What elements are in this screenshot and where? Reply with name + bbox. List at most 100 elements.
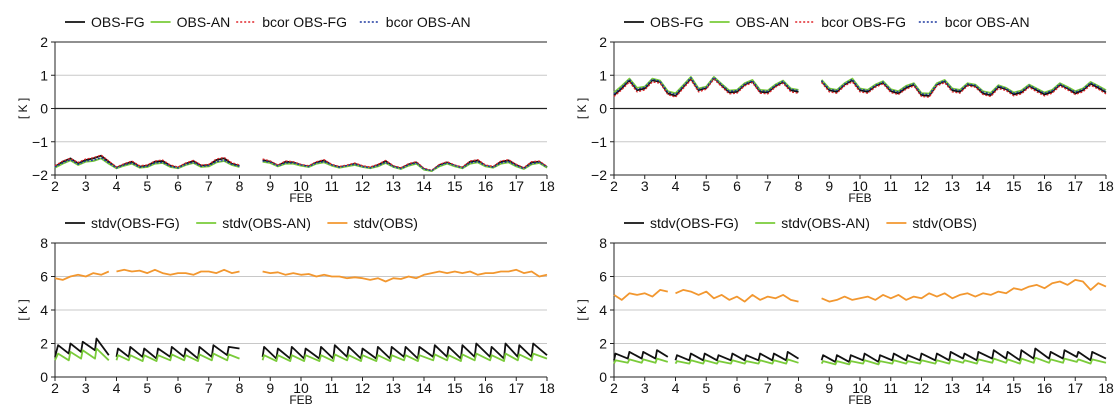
- x-tick-label: 18: [1098, 178, 1114, 194]
- x-tick-label: 3: [641, 380, 649, 396]
- x-tick-label: 13: [385, 178, 401, 194]
- legend-label-stdv-obs-an: stdv(OBS-AN): [781, 215, 870, 231]
- y-tick-label: −2: [32, 167, 48, 183]
- series-line-stdv-obs: [613, 288, 668, 301]
- x-tick-label: 8: [795, 178, 803, 194]
- legend-label-obs-an: OBS-AN: [736, 14, 790, 30]
- y-tick-label: 2: [599, 336, 607, 352]
- y-tick-label: 1: [599, 67, 607, 83]
- x-tick-label: 7: [764, 178, 772, 194]
- legend-label-stdv-obs-fg: stdv(OBS-FG): [91, 215, 180, 231]
- legend-label-bcor-obs-an: bcor OBS-AN: [386, 14, 471, 30]
- y-axis-label: [ K ]: [16, 299, 30, 320]
- series-line-stdv-obs-an: [613, 357, 669, 364]
- x-axis-label: FEB: [848, 393, 871, 407]
- x-tick-label: 16: [1037, 178, 1053, 194]
- x-axis-label: FEB: [848, 191, 871, 205]
- x-tick-label: 8: [236, 380, 244, 396]
- x-tick-label: 6: [174, 380, 182, 396]
- series-line-stdv-obs-fg: [54, 337, 110, 358]
- x-tick-label: 8: [795, 380, 803, 396]
- x-tick-label: 7: [205, 178, 213, 194]
- x-tick-label: 10: [293, 380, 309, 396]
- legend-label-obs-an: OBS-AN: [177, 14, 231, 30]
- x-tick-label: 18: [539, 178, 555, 194]
- x-tick-label: 10: [852, 380, 868, 396]
- series-line-stdv-obs-fg: [613, 349, 669, 361]
- y-tick-label: −2: [591, 167, 607, 183]
- x-tick-label: 6: [733, 380, 741, 396]
- x-tick-label: 15: [1006, 178, 1022, 194]
- y-axis-label: [ K ]: [575, 98, 589, 119]
- y-tick-label: 2: [40, 34, 48, 50]
- legend-label-bcor-obs-fg: bcor OBS-FG: [262, 14, 347, 30]
- legend-label-stdv-obs: stdv(OBS): [353, 215, 418, 231]
- legend-label-stdv-obs-fg: stdv(OBS-FG): [650, 215, 739, 231]
- x-tick-label: 13: [944, 178, 960, 194]
- x-tick-label: 11: [324, 380, 339, 396]
- y-tick-label: 2: [599, 34, 607, 50]
- series-line-stdv-obs-fg: [674, 350, 799, 362]
- series-line-bcor-obs-fg: [262, 158, 548, 171]
- x-tick-label: 8: [236, 178, 244, 194]
- x-tick-label: 14: [416, 178, 432, 194]
- y-tick-label: 6: [599, 269, 607, 285]
- x-tick-label: 10: [852, 178, 868, 194]
- x-tick-label: 6: [733, 178, 741, 194]
- x-tick-label: 4: [672, 178, 680, 194]
- series-line-obs-fg: [613, 77, 799, 97]
- x-tick-label: 7: [205, 380, 213, 396]
- x-tick-label: 13: [385, 380, 401, 396]
- x-tick-label: 3: [82, 380, 90, 396]
- x-tick-label: 11: [883, 178, 898, 194]
- x-tick-label: 4: [113, 178, 121, 194]
- x-tick-label: 16: [1037, 380, 1053, 396]
- x-tick-label: 17: [1067, 178, 1083, 194]
- y-tick-label: 6: [40, 269, 48, 285]
- x-tick-label: 2: [610, 380, 618, 396]
- series-line-stdv-obs-fg: [820, 347, 1107, 363]
- x-tick-label: 14: [975, 380, 991, 396]
- series-line-bcor-obs-an: [613, 76, 799, 96]
- x-tick-label: 9: [266, 178, 274, 194]
- legend-label-bcor-obs-fg: bcor OBS-FG: [821, 14, 906, 30]
- x-tick-label: 17: [508, 380, 524, 396]
- x-tick-label: 5: [143, 380, 151, 396]
- x-tick-label: 18: [1098, 380, 1114, 396]
- series-line-stdv-obs-fg: [115, 344, 240, 360]
- x-tick-label: 14: [416, 380, 432, 396]
- x-tick-label: 2: [610, 178, 618, 194]
- legend-label-stdv-obs-an: stdv(OBS-AN): [222, 215, 311, 231]
- y-tick-label: 2: [40, 336, 48, 352]
- legend-label-bcor-obs-an: bcor OBS-AN: [945, 14, 1030, 30]
- series-line-stdv-obs: [54, 270, 110, 281]
- series-line-obs-fg: [820, 79, 1107, 97]
- series-line-stdv-obs-an: [261, 352, 548, 363]
- x-tick-label: 18: [539, 380, 555, 396]
- series-line-stdv-obs-fg: [261, 342, 548, 360]
- series-line-bcor-obs-fg: [613, 78, 799, 98]
- x-axis-label: FEB: [289, 393, 312, 407]
- x-tick-label: 14: [975, 178, 991, 194]
- y-tick-label: 8: [599, 235, 607, 251]
- x-tick-label: 2: [51, 380, 59, 396]
- series-line-stdv-obs: [675, 288, 799, 303]
- x-tick-label: 17: [1067, 380, 1083, 396]
- series-line-bcor-obs-fg: [54, 154, 240, 168]
- series-line-stdv-obs-an: [674, 358, 799, 365]
- y-tick-label: 4: [40, 302, 48, 318]
- series-line-stdv-obs: [116, 268, 240, 276]
- x-tick-label: 10: [293, 178, 309, 194]
- x-tick-label: 6: [174, 178, 182, 194]
- x-tick-label: 12: [355, 178, 371, 194]
- y-axis-label: [ K ]: [575, 299, 589, 320]
- series-line-bcor-obs-fg: [821, 81, 1107, 98]
- x-tick-label: 17: [508, 178, 524, 194]
- x-tick-label: 2: [51, 178, 59, 194]
- y-tick-label: 0: [40, 101, 48, 117]
- x-tick-label: 9: [825, 178, 833, 194]
- x-tick-label: 4: [113, 380, 121, 396]
